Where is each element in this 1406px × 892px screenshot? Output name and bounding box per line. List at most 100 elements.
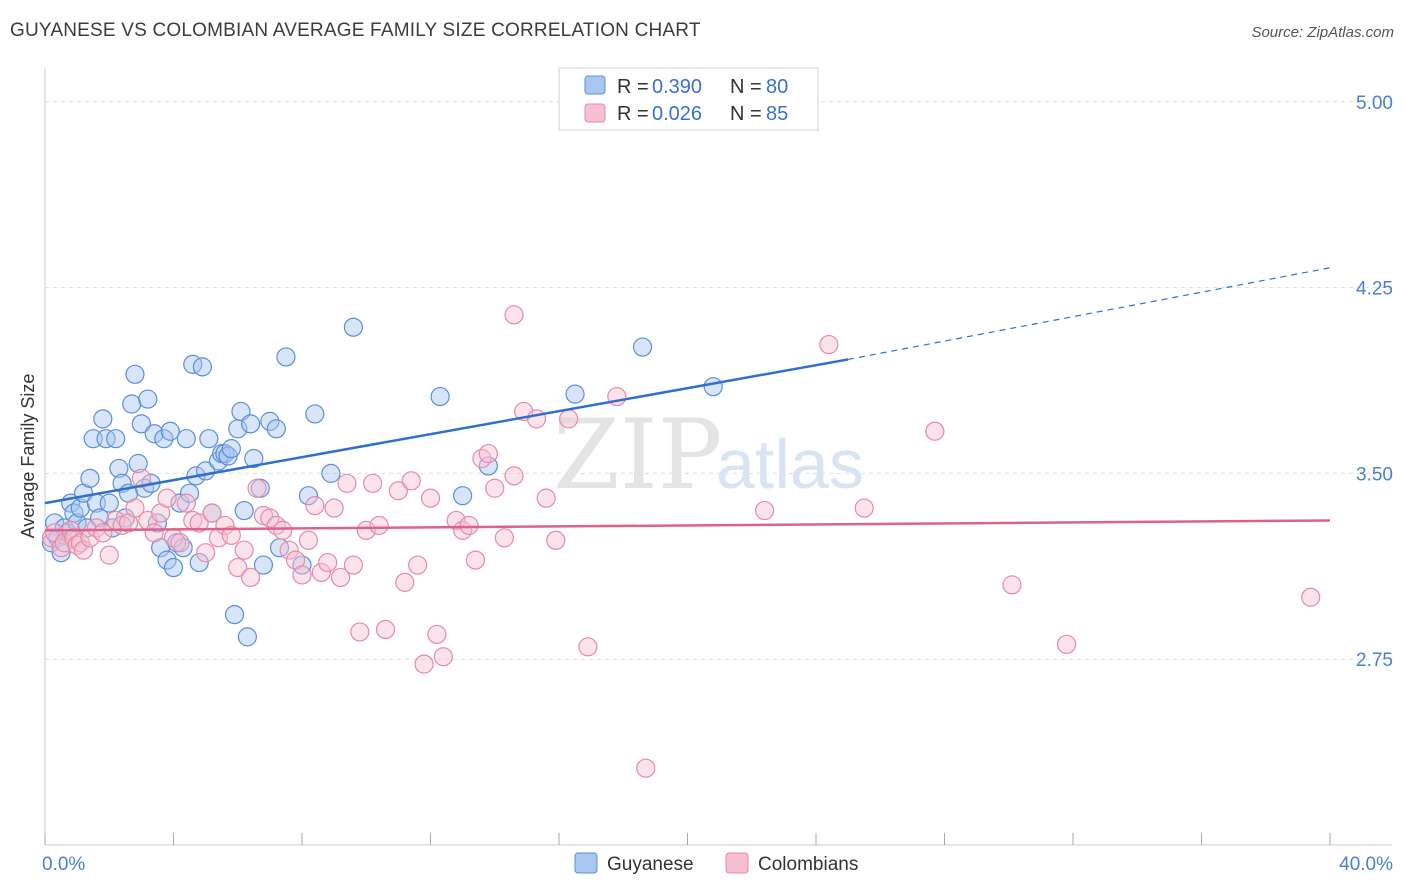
point-guyanese	[93, 409, 113, 429]
legend-r-value-colombians: 0.026	[652, 103, 702, 125]
legend-box: R = 0.390 N = 80 R = 0.026 N = 85	[558, 67, 819, 131]
point-guyanese	[430, 386, 450, 407]
legend-n-value-colombians: 85	[766, 103, 788, 125]
series-colombian-points	[41, 305, 1321, 778]
point-colombians	[86, 518, 107, 538]
point-colombians	[395, 572, 415, 592]
point-colombians	[350, 622, 370, 642]
legend-r-value-guyanese: 0.390	[652, 76, 702, 98]
legend-r-label-guyanese: R =	[617, 76, 649, 98]
point-guyanese	[234, 500, 254, 521]
point-colombians	[494, 528, 514, 548]
point-guyanese	[305, 404, 325, 424]
legend-n-label-colombians: N =	[730, 103, 762, 125]
point-guyanese	[99, 493, 119, 513]
point-colombians	[504, 466, 524, 486]
point-colombians	[559, 409, 579, 429]
point-guyanese	[122, 394, 142, 414]
point-colombians	[189, 513, 209, 533]
point-colombians	[433, 647, 453, 667]
point-guyanese	[154, 429, 174, 449]
bottom-legend-label-guyanese: Guyanese	[607, 854, 694, 875]
point-guyanese	[276, 347, 296, 367]
point-colombians	[170, 533, 190, 553]
point-colombians	[369, 515, 389, 536]
point-colombians	[459, 515, 479, 536]
point-guyanese	[221, 439, 241, 459]
point-guyanese	[80, 468, 100, 488]
point-guyanese	[125, 364, 145, 384]
point-guyanese	[189, 552, 209, 573]
bottom-legend-swatch-guyanese	[574, 852, 598, 874]
point-colombians	[221, 525, 241, 545]
bottom-legend: Guyanese Colombians	[574, 852, 858, 875]
point-colombians	[363, 473, 383, 493]
point-colombians	[1301, 587, 1321, 607]
point-guyanese	[321, 463, 341, 483]
point-colombians	[176, 493, 196, 513]
legend-swatch-colombians	[584, 103, 606, 123]
watermark-atlas: atlas	[716, 425, 864, 503]
point-guyanese	[106, 429, 126, 449]
x-tick-label-max: 40.0%	[1339, 854, 1393, 875]
point-guyanese	[453, 486, 473, 506]
point-colombians	[536, 488, 556, 508]
point-guyanese	[253, 555, 274, 575]
point-colombians	[144, 523, 164, 543]
trend-line-guyanese	[44, 358, 849, 505]
trend-lines	[44, 267, 1331, 532]
point-colombians	[636, 758, 656, 778]
point-guyanese	[109, 458, 129, 479]
point-guyanese	[244, 448, 264, 469]
point-colombians	[131, 468, 151, 488]
point-guyanese	[163, 557, 184, 578]
point-colombians	[1056, 634, 1077, 654]
y-axis-title: Average Family Size	[18, 374, 38, 539]
x-tick-label-min: 0.0%	[42, 854, 85, 875]
point-colombians	[202, 503, 222, 523]
point-colombians	[298, 530, 319, 550]
y-tick-label: 4.25	[1356, 279, 1393, 300]
point-guyanese	[260, 411, 280, 431]
point-guyanese	[138, 389, 158, 409]
point-guyanese	[96, 429, 116, 449]
point-colombians	[478, 443, 498, 464]
point-colombians	[241, 567, 261, 588]
point-guyanese	[298, 486, 319, 506]
y-tick-label: 5.00	[1356, 93, 1393, 114]
point-guyanese	[215, 443, 235, 464]
point-colombians	[388, 481, 408, 501]
point-guyanese	[128, 453, 148, 474]
point-guyanese	[131, 414, 151, 434]
point-colombians	[446, 510, 466, 531]
point-guyanese	[170, 493, 190, 513]
point-colombians	[526, 409, 547, 429]
point-colombians	[93, 523, 113, 543]
point-colombians	[247, 478, 267, 498]
trend-line-guyanese-extension	[848, 267, 1331, 361]
point-colombians	[427, 624, 447, 645]
point-colombians	[925, 421, 945, 441]
point-colombians	[504, 305, 524, 325]
point-guyanese	[343, 317, 363, 337]
point-colombians	[228, 557, 248, 578]
point-guyanese	[266, 419, 286, 439]
point-colombians	[343, 555, 363, 575]
point-guyanese	[67, 513, 87, 533]
point-guyanese	[565, 384, 585, 404]
point-colombians	[414, 654, 434, 674]
legend-n-value-guyanese: 80	[766, 76, 788, 98]
point-colombians	[292, 565, 312, 585]
point-colombians	[356, 520, 376, 540]
point-colombians	[157, 488, 177, 508]
point-colombians	[311, 562, 331, 583]
point-colombians	[854, 498, 874, 518]
point-guyanese	[199, 429, 219, 449]
point-colombians	[273, 520, 293, 540]
trend-line-colombians	[44, 519, 1331, 532]
point-guyanese	[703, 377, 723, 397]
point-guyanese	[292, 555, 312, 575]
chart-title: GUYANESE VS COLOMBIAN AVERAGE FAMILY SIZ…	[10, 20, 701, 41]
point-colombians	[73, 540, 94, 560]
